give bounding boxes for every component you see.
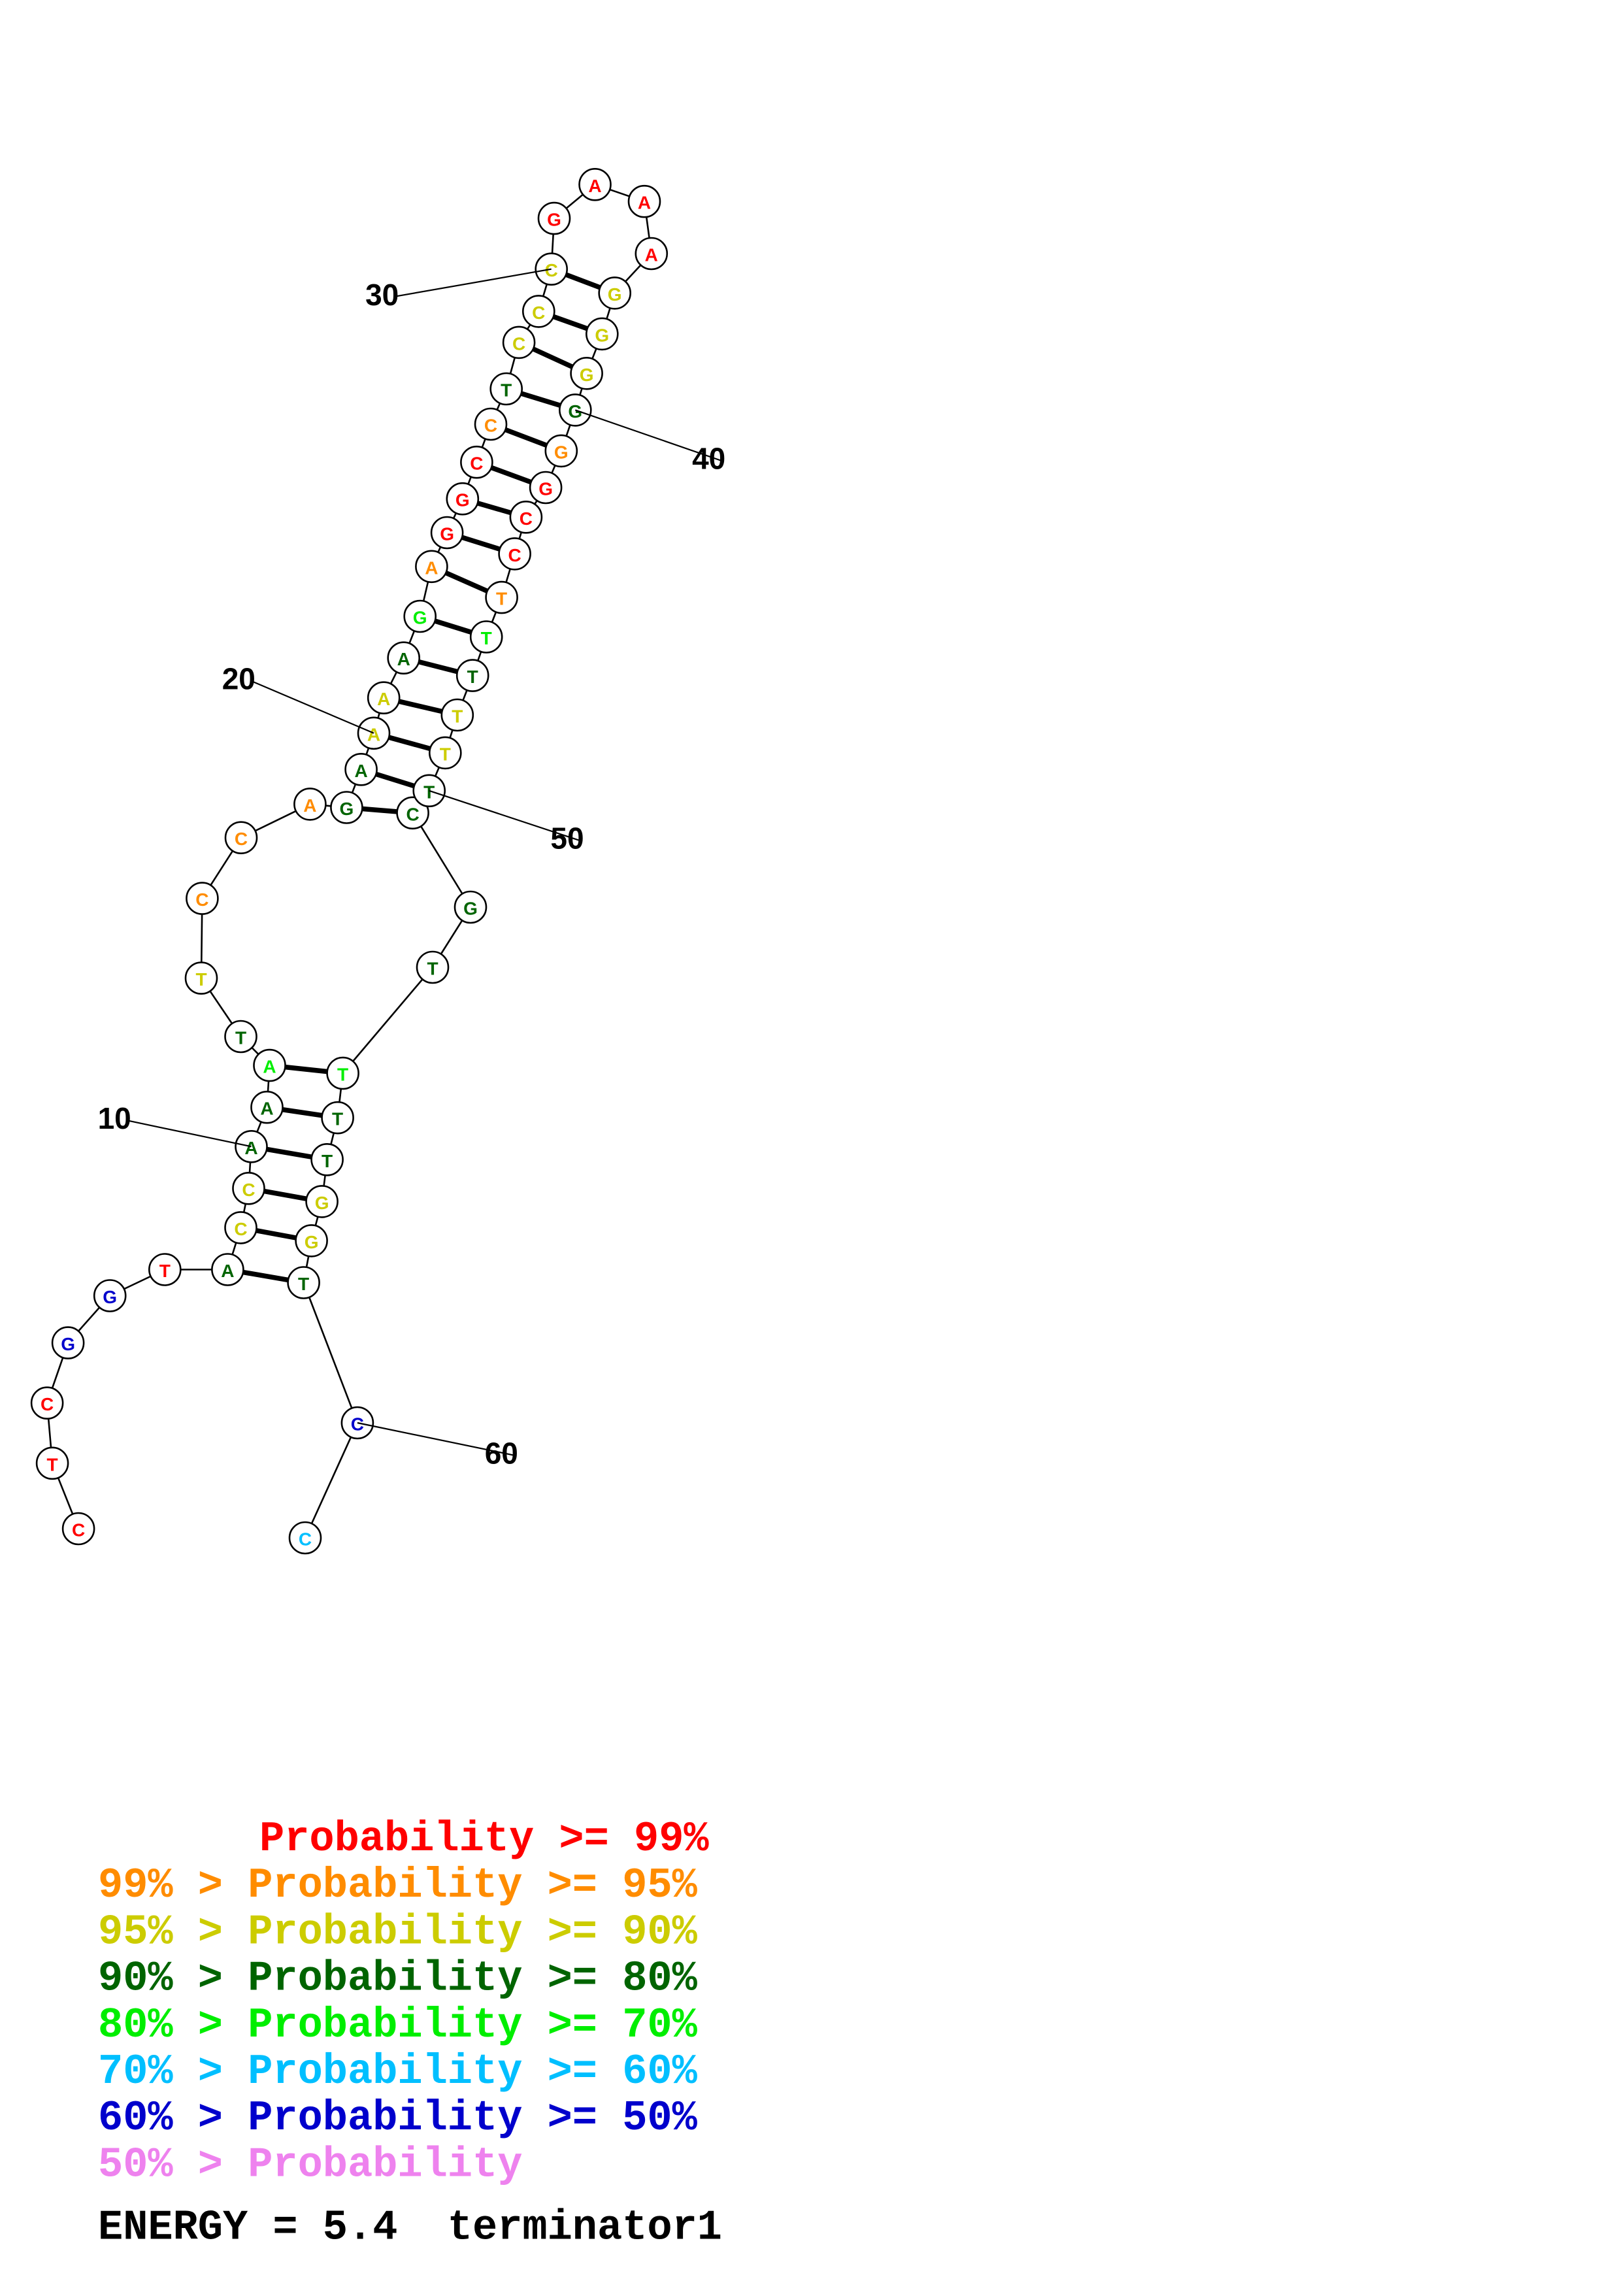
svg-text:A: A bbox=[263, 1057, 276, 1077]
svg-text:Probability >= 99%: Probability >= 99% bbox=[259, 1815, 710, 1863]
svg-text:T: T bbox=[47, 1454, 58, 1474]
svg-text:T: T bbox=[159, 1261, 171, 1281]
svg-text:A: A bbox=[588, 176, 601, 196]
svg-text:A: A bbox=[377, 689, 390, 709]
svg-text:T: T bbox=[452, 707, 463, 727]
svg-text:A: A bbox=[645, 245, 658, 265]
svg-text:50% > Probability: 50% > Probability bbox=[98, 2140, 522, 2189]
svg-text:A: A bbox=[354, 761, 367, 781]
svg-text:C: C bbox=[235, 829, 248, 849]
svg-text:A: A bbox=[260, 1099, 273, 1119]
svg-text:60: 60 bbox=[485, 1436, 518, 1470]
svg-text:C: C bbox=[234, 1219, 247, 1239]
svg-text:T: T bbox=[467, 667, 478, 687]
svg-text:50: 50 bbox=[550, 822, 584, 856]
svg-text:G: G bbox=[103, 1287, 117, 1307]
svg-text:A: A bbox=[303, 795, 316, 816]
svg-text:20: 20 bbox=[222, 661, 256, 695]
svg-text:G: G bbox=[340, 799, 354, 819]
svg-text:G: G bbox=[547, 210, 561, 230]
svg-text:G: G bbox=[608, 284, 622, 305]
svg-text:40: 40 bbox=[692, 441, 725, 475]
svg-text:A: A bbox=[367, 724, 380, 744]
svg-text:70% > Probability >= 60%: 70% > Probability >= 60% bbox=[98, 2048, 698, 2096]
svg-text:A: A bbox=[397, 649, 410, 669]
svg-text:C: C bbox=[406, 804, 419, 824]
svg-text:60% > Probability >= 50%: 60% > Probability >= 50% bbox=[98, 2094, 698, 2142]
svg-text:G: G bbox=[595, 325, 609, 345]
svg-text:T: T bbox=[332, 1109, 343, 1129]
svg-text:T: T bbox=[235, 1028, 246, 1048]
svg-text:G: G bbox=[440, 524, 454, 544]
svg-text:C: C bbox=[72, 1520, 85, 1540]
svg-text:T: T bbox=[501, 380, 512, 401]
svg-text:A: A bbox=[638, 193, 651, 213]
svg-text:80% > Probability >= 70%: 80% > Probability >= 70% bbox=[98, 2001, 698, 2050]
svg-text:ENERGY = 5.4 terminator1: ENERGY = 5.4 terminator1 bbox=[98, 2204, 722, 2252]
svg-text:G: G bbox=[305, 1232, 319, 1252]
svg-text:G: G bbox=[463, 899, 478, 919]
svg-text:T: T bbox=[481, 628, 492, 648]
svg-text:T: T bbox=[496, 589, 507, 609]
svg-text:T: T bbox=[195, 969, 207, 990]
svg-text:T: T bbox=[427, 959, 438, 979]
svg-text:95% > Probability >= 90%: 95% > Probability >= 90% bbox=[98, 1908, 698, 1956]
svg-text:T: T bbox=[440, 744, 451, 764]
svg-text:99% > Probability >= 95%: 99% > Probability >= 95% bbox=[98, 1861, 698, 1910]
svg-text:C: C bbox=[470, 454, 483, 474]
svg-text:T: T bbox=[337, 1065, 348, 1085]
svg-text:C: C bbox=[508, 545, 521, 565]
svg-text:A: A bbox=[425, 557, 438, 578]
svg-text:C: C bbox=[532, 303, 545, 323]
svg-text:A: A bbox=[221, 1261, 234, 1281]
svg-text:30: 30 bbox=[365, 278, 399, 312]
svg-text:C: C bbox=[41, 1394, 54, 1414]
svg-text:G: G bbox=[61, 1334, 75, 1354]
svg-text:A: A bbox=[244, 1138, 257, 1158]
svg-text:G: G bbox=[554, 442, 569, 462]
svg-text:C: C bbox=[242, 1180, 255, 1200]
svg-text:G: G bbox=[413, 608, 427, 628]
svg-text:C: C bbox=[512, 333, 525, 354]
svg-text:G: G bbox=[455, 490, 470, 510]
svg-text:C: C bbox=[520, 508, 533, 529]
svg-text:C: C bbox=[195, 890, 208, 910]
svg-text:10: 10 bbox=[98, 1101, 131, 1135]
svg-text:G: G bbox=[538, 479, 553, 499]
svg-text:C: C bbox=[299, 1529, 312, 1550]
svg-text:G: G bbox=[580, 365, 594, 385]
svg-text:T: T bbox=[322, 1151, 333, 1171]
svg-text:C: C bbox=[484, 416, 497, 436]
svg-text:G: G bbox=[315, 1193, 329, 1213]
svg-text:T: T bbox=[298, 1274, 309, 1294]
svg-text:90% > Probability >= 80%: 90% > Probability >= 80% bbox=[98, 1955, 698, 2003]
